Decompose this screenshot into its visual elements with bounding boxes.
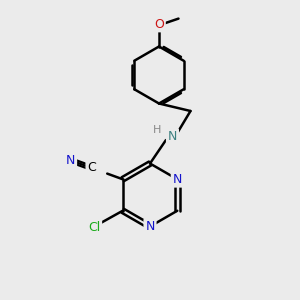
Text: N: N [145, 220, 155, 233]
Text: N: N [172, 173, 182, 186]
Text: O: O [154, 17, 164, 31]
Text: C: C [87, 161, 96, 175]
Text: H: H [153, 125, 161, 135]
Text: N: N [168, 130, 177, 143]
Text: Cl: Cl [88, 221, 100, 234]
Text: N: N [66, 154, 75, 167]
